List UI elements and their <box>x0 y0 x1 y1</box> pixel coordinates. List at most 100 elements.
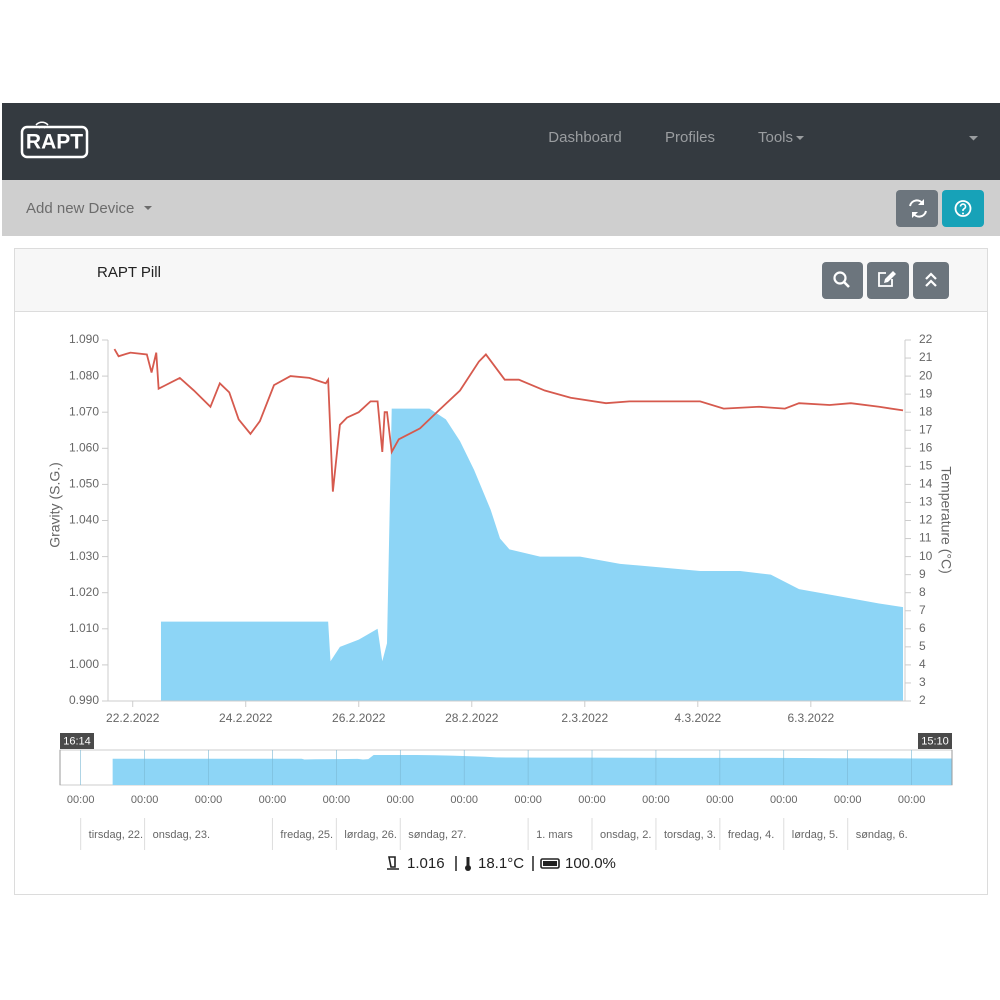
edit-button[interactable] <box>867 262 909 299</box>
y2-tick-label: 16 <box>919 440 933 454</box>
gravity-area <box>160 408 904 701</box>
thermometer-bulb <box>465 865 471 871</box>
day-label: onsdag, 23. <box>153 829 211 841</box>
refresh-button[interactable] <box>896 190 938 227</box>
nav-link[interactable]: Tools <box>758 129 793 146</box>
gravity-icon <box>387 856 399 870</box>
y-tick-label: 1.040 <box>69 513 99 527</box>
day-label: lørdag, 5. <box>792 829 838 841</box>
y2-tick-label: 13 <box>919 495 933 509</box>
navbar <box>2 103 1000 180</box>
logo-text: RAPT <box>26 131 83 154</box>
button-bg <box>822 262 863 299</box>
day-label: søndag, 27. <box>408 829 466 841</box>
day-label: fredag, 25. <box>280 829 333 841</box>
y2-tick-label: 7 <box>919 603 926 617</box>
nav-link[interactable]: Dashboard <box>548 129 621 146</box>
navigator-tick-label: 00:00 <box>770 794 798 806</box>
y-tick-label: 1.070 <box>69 404 99 418</box>
day-label: søndag, 6. <box>856 829 908 841</box>
day-label: onsdag, 2. <box>600 829 651 841</box>
y-tick-label: 0.990 <box>69 693 99 707</box>
help-dot <box>962 212 964 215</box>
navigator-tick-label: 00:00 <box>834 794 862 806</box>
y2-tick-label: 17 <box>919 422 933 436</box>
button-bg <box>942 190 984 227</box>
edit-icon <box>878 272 893 287</box>
y2-tick-label: 21 <box>919 350 933 364</box>
y2-tick-label: 2 <box>919 693 926 707</box>
help-icon <box>954 200 972 217</box>
x-tick-label: 28.2.2022 <box>445 711 499 725</box>
navigator-tick-label: 00:00 <box>259 794 287 806</box>
y-tick-label: 1.060 <box>69 440 99 454</box>
x-tick-label: 24.2.2022 <box>219 711 273 725</box>
x-tick-label: 22.2.2022 <box>106 711 160 725</box>
y2-tick-label: 15 <box>919 459 933 473</box>
y-tick-label: 1.080 <box>69 368 99 382</box>
temperature-line <box>113 348 904 492</box>
y-tick-label: 1.020 <box>69 585 99 599</box>
toolbar <box>2 180 1000 236</box>
button-bg <box>896 190 938 227</box>
y2-tick-label: 22 <box>919 332 933 346</box>
nav-link[interactable]: Profiles <box>665 129 715 146</box>
y2-tick-label: 5 <box>919 639 926 653</box>
status-battery: 100.0% <box>565 855 616 872</box>
y2-tick-label: 6 <box>919 621 926 635</box>
add-device[interactable]: Add new Device <box>26 200 134 217</box>
x-tick-label: 2.3.2022 <box>561 711 608 725</box>
collapse-button[interactable] <box>913 262 949 299</box>
y-tick-label: 1.050 <box>69 477 99 491</box>
y2-tick-label: 20 <box>919 368 933 382</box>
logo-frame <box>20 125 89 159</box>
navigator-tick-label: 00:00 <box>323 794 351 806</box>
y-tick-label: 1.000 <box>69 657 99 671</box>
day-label: torsdag, 3. <box>664 829 716 841</box>
logo[interactable]: RAPT <box>20 121 89 159</box>
navigator-tick-label: 00:00 <box>642 794 670 806</box>
help-button[interactable] <box>942 190 984 227</box>
dropdown-caret <box>144 206 152 210</box>
navigator-tick-label: 00:00 <box>514 794 542 806</box>
y-tick-label: 1.090 <box>69 332 99 346</box>
day-label: 1. mars <box>536 829 573 841</box>
navigator-tick-label: 00:00 <box>387 794 415 806</box>
y2-tick-label: 14 <box>919 477 933 491</box>
y-tick-label: 1.010 <box>69 621 99 635</box>
y2-tick-label: 3 <box>919 675 926 689</box>
dropdown-caret[interactable] <box>969 136 978 141</box>
day-label: tirsdag, 22. <box>89 829 143 841</box>
handle-label: 15:10 <box>921 735 949 747</box>
collapse-icon <box>925 272 937 287</box>
y2-tick-label: 10 <box>919 549 933 563</box>
day-label: lørdag, 26. <box>344 829 397 841</box>
handle-label-bg <box>60 733 94 749</box>
battery-icon <box>540 858 560 869</box>
y2-tick-label: 4 <box>919 657 926 671</box>
y2-tick-label: 18 <box>919 404 933 418</box>
status-gravity: 1.016 <box>407 855 445 872</box>
plot-area <box>113 348 904 701</box>
y2-tick-label: 11 <box>919 531 932 545</box>
navigator-tick-label: 00:00 <box>898 794 926 806</box>
navigator-tick-label: 00:00 <box>195 794 223 806</box>
day-label: fredag, 4. <box>728 829 774 841</box>
refresh-arrows <box>912 199 924 218</box>
logo-wifi <box>35 121 49 129</box>
battery-level <box>543 861 557 866</box>
y-tick-label: 1.030 <box>69 549 99 563</box>
dropdown-caret <box>796 136 804 140</box>
navigator-tick-label: 00:00 <box>450 794 478 806</box>
search-icon <box>833 271 847 285</box>
y2-axis-label: Temperature (°C) <box>938 466 954 574</box>
handle-label: 16:14 <box>63 735 91 747</box>
help-mark <box>959 203 967 211</box>
edit-pencil <box>884 271 896 283</box>
search-button[interactable] <box>822 262 863 299</box>
x-tick-label: 6.3.2022 <box>787 711 834 725</box>
navigator-tick-label: 00:00 <box>67 794 95 806</box>
navigator-area <box>112 755 952 785</box>
